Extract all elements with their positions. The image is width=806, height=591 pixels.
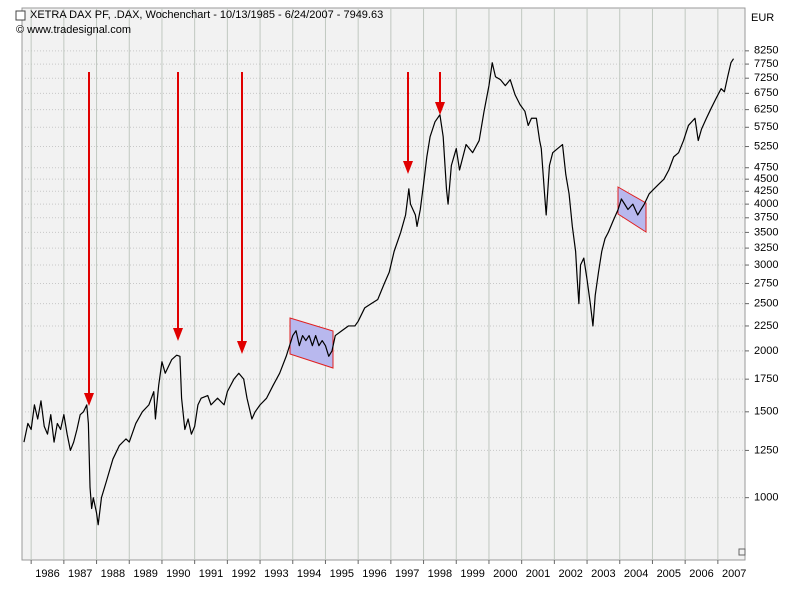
x-tick-label: 1996 xyxy=(362,568,386,580)
y-tick-label: 1000 xyxy=(754,492,778,504)
x-tick-label: 1998 xyxy=(428,568,452,580)
y-tick-label: 4250 xyxy=(754,185,778,197)
y-tick-label: 4000 xyxy=(754,198,778,210)
y-tick-label: 6750 xyxy=(754,87,778,99)
arrow-head xyxy=(403,161,413,174)
x-tick-label: 2002 xyxy=(558,568,582,580)
x-tick-label: 2006 xyxy=(689,568,713,580)
series xyxy=(23,58,735,526)
y-tick-label: 3500 xyxy=(754,226,778,238)
y-tick-label: 1500 xyxy=(754,406,778,418)
y-tick-label: 1250 xyxy=(754,444,778,456)
y-tick-label: 8250 xyxy=(754,45,778,57)
title-icon xyxy=(15,10,26,21)
x-tick-label: 2007 xyxy=(722,568,746,580)
chart-title: XETRA DAX PF, .DAX, Wochenchart - 10/13/… xyxy=(30,9,383,21)
y-tick-label: 3750 xyxy=(754,212,778,224)
y-tick-label: 3250 xyxy=(754,242,778,254)
arrows xyxy=(84,72,445,406)
y-tick-label: 2500 xyxy=(754,298,778,310)
x-tick-label: 1997 xyxy=(395,568,419,580)
y-tick-label: 3000 xyxy=(754,259,778,271)
y-tick-label: 2750 xyxy=(754,277,778,289)
x-tick-label: 1986 xyxy=(35,568,59,580)
arrow-head xyxy=(435,102,445,115)
axes: 1000 1250 1500 1750 2000 2250 2500 2750 3000 3250… xyxy=(30,45,778,580)
x-tick-label: 2001 xyxy=(526,568,550,580)
x-tick-label: 2000 xyxy=(493,568,517,580)
x-tick-label: 2004 xyxy=(624,568,648,580)
x-tick-label: 1993 xyxy=(264,568,288,580)
grid xyxy=(22,8,745,560)
x-tick-label: 1990 xyxy=(166,568,190,580)
y-tick-label: 4500 xyxy=(754,173,778,185)
y-tick-label: 4750 xyxy=(754,162,778,174)
x-tick-label: 1991 xyxy=(199,568,223,580)
chart-subtitle: © www.tradesignal.com xyxy=(16,24,131,36)
arrow-head xyxy=(84,393,94,406)
arrow-head xyxy=(173,328,183,341)
x-tick-label: 1995 xyxy=(330,568,354,580)
y-tick-label: 7250 xyxy=(754,72,778,84)
y-tick-label: 2250 xyxy=(754,320,778,332)
y-tick-label: 2000 xyxy=(754,345,778,357)
y-tick-label: 1750 xyxy=(754,373,778,385)
y-tick-label: 7750 xyxy=(754,58,778,70)
y-axis-label: EUR xyxy=(751,12,774,24)
x-tick-label: 2005 xyxy=(657,568,681,580)
price-line xyxy=(23,58,735,526)
y-tick-label: 5750 xyxy=(754,121,778,133)
arrow-head xyxy=(237,341,247,354)
resize-handle xyxy=(738,548,746,556)
x-tick-label: 1992 xyxy=(231,568,255,580)
y-tick-label: 5250 xyxy=(754,140,778,152)
y-tick-label: 6250 xyxy=(754,104,778,116)
x-tick-label: 1987 xyxy=(68,568,92,580)
x-tick-label: 1989 xyxy=(133,568,157,580)
channel xyxy=(617,186,647,233)
x-tick-label: 1988 xyxy=(101,568,125,580)
x-tick-label: 1999 xyxy=(460,568,484,580)
x-tick-label: 2003 xyxy=(591,568,615,580)
x-tick-label: 1994 xyxy=(297,568,321,580)
